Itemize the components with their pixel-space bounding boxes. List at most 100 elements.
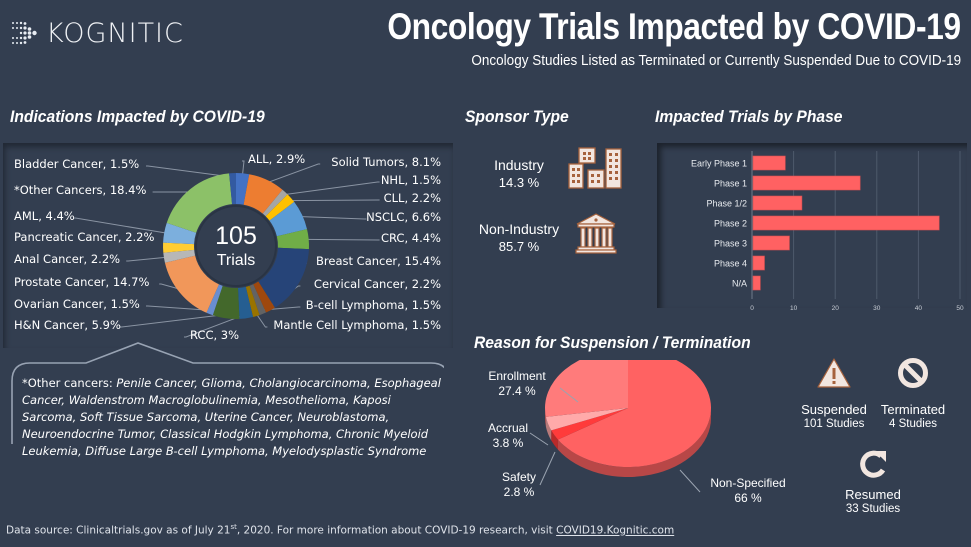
donut-slice-other-cancers xyxy=(166,173,233,233)
phase-section-title: Impacted Trials by Phase xyxy=(655,107,843,126)
donut-label-cll: CLL, 2.2% xyxy=(383,191,441,205)
bar-xtick-label-50: 50 xyxy=(956,305,964,312)
pie-value-enrollment: 27.4 % xyxy=(498,384,536,398)
donut-slice-bladder-cancer xyxy=(229,173,236,205)
pie-leader-safety xyxy=(539,451,556,486)
bar-phase-1-2 xyxy=(752,195,803,211)
bar-xtick-label-0: 0 xyxy=(750,305,754,312)
donut-leader-all xyxy=(241,160,245,178)
donut-label-all: ALL, 2.9% xyxy=(248,152,306,166)
donut-slice-pancreatic-cancer xyxy=(163,242,195,253)
pie-side-accrual xyxy=(545,416,552,441)
donut-slice-mantle-cell-lymphoma xyxy=(245,285,260,317)
donut-label-nsclc: NSCLC, 6.6% xyxy=(366,210,441,224)
bar-phase-2 xyxy=(752,215,940,231)
logo-mark-icon xyxy=(12,21,37,45)
donut-leader-rcc xyxy=(184,313,246,338)
pie-leader-non-specified xyxy=(679,469,701,493)
donut-leader-anal-cancer xyxy=(126,256,168,262)
donut-leader-nhl xyxy=(282,181,380,196)
warning-icon xyxy=(817,358,851,388)
donut-leader-crc xyxy=(304,238,380,241)
donut-slice-h-n-cancer xyxy=(212,285,240,319)
donut-slice-cll xyxy=(265,194,295,221)
pie-label-enrollment: Enrollment xyxy=(488,369,546,383)
donut-leader-h-n-cancer xyxy=(119,313,227,328)
pie-leader-accrual xyxy=(529,432,549,446)
prohibited-icon xyxy=(898,358,928,388)
phase-bar-chart: Early Phase 1 Phase 1 Phase 1/2 Phase 2 Phas… xyxy=(691,151,964,312)
bar-phase-4 xyxy=(752,255,765,271)
pie-value-non-specified: 66 % xyxy=(734,491,762,505)
bar-xtick-label-40: 40 xyxy=(915,305,923,312)
buildings-icon xyxy=(568,147,622,189)
donut-label-b-cell-lymphoma: B-cell Lymphoma, 1.5% xyxy=(305,298,441,312)
indications-section-title: Indications Impacted by COVID-19 xyxy=(10,107,265,126)
donut-slice-crc xyxy=(276,229,309,250)
logo-text: KOGNITIC xyxy=(46,17,184,49)
bar-early-phase-1 xyxy=(752,155,786,171)
reason-pie-chart xyxy=(529,360,711,493)
bar-category-label-phase-2: Phase 2 xyxy=(714,219,747,229)
status-terminated-label: Terminated xyxy=(880,402,946,417)
donut-slice-b-cell-lymphoma xyxy=(249,284,267,316)
donut-slice-anal-cancer xyxy=(163,249,196,263)
bar-phase-3 xyxy=(752,235,790,251)
bar-phase-1 xyxy=(752,175,861,191)
footer-sup: st xyxy=(230,523,237,531)
footer-text-after: , 2020. For more information about COVID… xyxy=(236,524,557,537)
donut-label-aml: AML, 4.4% xyxy=(14,209,75,223)
bar-category-label-n-a: N/A xyxy=(732,279,747,289)
pie-value-safety: 2.8 % xyxy=(503,485,535,499)
bar-category-label-phase-4: Phase 4 xyxy=(714,259,747,269)
bar-n-a xyxy=(752,275,761,291)
pie-label-safety: Safety xyxy=(501,470,537,484)
donut-slice-nsclc xyxy=(269,201,308,237)
reason-section-title: Reason for Suspension / Termination xyxy=(474,333,751,352)
bar-xtick-label-20: 20 xyxy=(832,305,840,312)
donut-label-ovarian-cancer: Ovarian Cancer, 1.5% xyxy=(14,297,140,311)
footer-source: Data source: Clinicaltrials.gov as of Ju… xyxy=(6,523,674,537)
donut-slice-aml xyxy=(163,222,197,245)
donut-leader-aml xyxy=(73,217,169,234)
donut-leader-solid-tumors xyxy=(264,163,321,184)
donut-leader-prostate-cancer xyxy=(159,283,184,291)
donut-label-nhl: NHL, 1.5% xyxy=(380,173,441,187)
donut-label-h-n-cancer: H&N Cancer, 5.9% xyxy=(14,318,121,332)
other-cancers-note-prefix: *Other cancers: xyxy=(22,376,117,390)
donut-slice-rcc xyxy=(237,286,254,319)
donut-slice-ovarian-cancer xyxy=(206,284,223,316)
donut-label-other-cancers: *Other Cancers, 18.4% xyxy=(14,183,147,197)
donut-leader-bladder-cancer xyxy=(146,165,233,178)
donut-center-value: 105 xyxy=(215,222,257,250)
kognitic-covid-link[interactable]: COVID19.Kognitic.com xyxy=(556,524,675,537)
institution-icon xyxy=(575,213,617,254)
pie-side-non-specified xyxy=(557,408,711,477)
donut-label-rcc: RCC, 3% xyxy=(190,328,240,342)
status-resumed-label: Resumed xyxy=(845,487,901,502)
status-terminated-count: 4 Studies xyxy=(889,418,937,430)
sponsor-industry-label: Industry xyxy=(494,157,544,173)
donut-leader-b-cell-lymphoma xyxy=(261,306,301,311)
donut-slice-nhl xyxy=(262,189,288,217)
indications-donut-chart xyxy=(73,160,380,338)
donut-label-mantle-cell-lymphoma: Mantle Cell Lymphoma, 1.5% xyxy=(273,318,441,332)
donut-center-label: Trials xyxy=(216,252,256,269)
donut-label-cervical-cancer: Cervical Cancer, 2.2% xyxy=(313,277,441,291)
status-resumed-count: 33 Studies xyxy=(845,503,901,515)
pie-side-enrollment xyxy=(545,408,546,427)
bar-category-label-early-phase-1: Early Phase 1 xyxy=(691,159,747,169)
page-subtitle: Oncology Studies Listed as Terminated or… xyxy=(471,52,961,69)
donut-leader-nsclc xyxy=(298,216,367,220)
donut-label-breast-cancer: Breast Cancer, 15.4% xyxy=(316,254,441,268)
refresh-icon xyxy=(860,450,886,478)
status-suspended-label: Suspended xyxy=(801,402,867,417)
donut-label-crc: CRC, 4.4% xyxy=(380,231,441,245)
donut-label-solid-tumors: Solid Tumors, 8.1% xyxy=(331,155,441,169)
sponsor-section-title: Sponsor Type xyxy=(465,107,569,126)
pie-value-accrual: 3.8 % xyxy=(492,436,524,450)
status-suspended-count: 101 Studies xyxy=(803,418,865,430)
donut-slice-prostate-cancer xyxy=(164,255,219,313)
pie-label-accrual: Accrual xyxy=(487,421,528,435)
pie-label-non-specified: Non-Specified xyxy=(710,476,786,490)
